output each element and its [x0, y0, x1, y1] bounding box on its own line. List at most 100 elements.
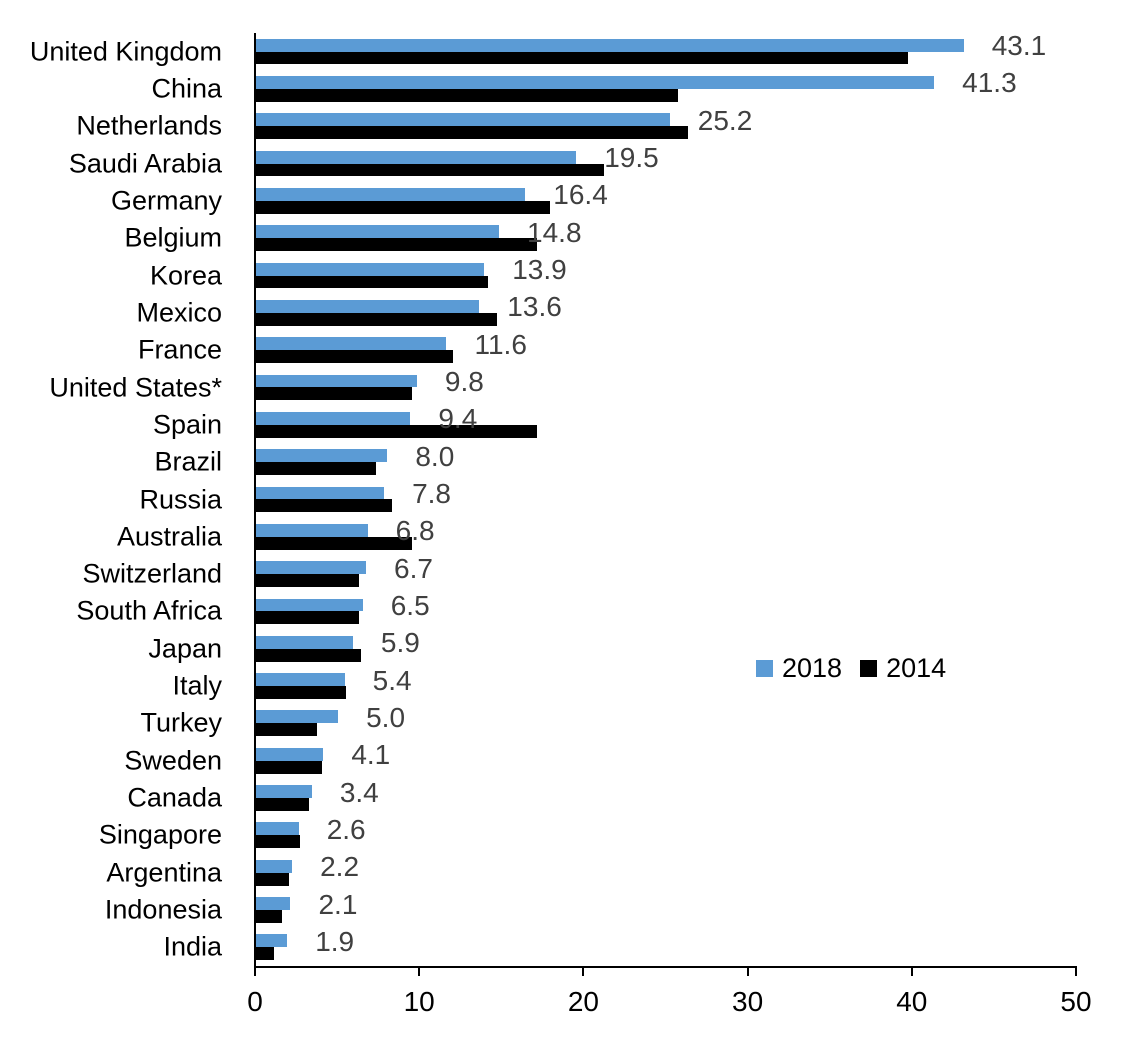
bar-2018-south-africa [256, 598, 363, 612]
data-label-united-states: 9.8 [444, 366, 484, 398]
x-tick-label-10: 10 [403, 986, 435, 1017]
bar-2018-sweden [256, 747, 324, 761]
bar-2018-russia [256, 486, 385, 500]
category-label-japan: Japan [148, 633, 222, 664]
bar-2018-germany [256, 187, 526, 201]
data-label-spain: 9.4 [438, 403, 478, 435]
bar-2014-germany [256, 200, 550, 214]
data-label-mexico: 13.6 [507, 291, 562, 323]
bar-2014-india [256, 947, 275, 961]
bar-2018-netherlands [256, 113, 670, 127]
category-label-mexico: Mexico [136, 297, 222, 328]
category-label-italy: Italy [172, 670, 222, 701]
bar-2014-mexico [256, 312, 498, 326]
category-label-russia: Russia [139, 484, 222, 514]
category-label-indonesia: Indonesia [104, 894, 222, 925]
data-label-switzerland: 6.7 [394, 552, 433, 584]
bar-2014-south-africa [256, 611, 360, 625]
data-label-korea: 13.9 [512, 254, 567, 286]
bar-2018-saudi-arabia [256, 150, 577, 164]
bar-2014-australia [256, 536, 412, 550]
x-tick-mark-20 [582, 968, 585, 976]
bar-2018-united-states [256, 374, 417, 388]
bar-2014-netherlands [256, 126, 688, 140]
data-label-united-kingdom: 43.1 [991, 30, 1047, 62]
x-tick-mark-30 [746, 968, 749, 976]
bar-2018-spain [256, 411, 411, 425]
plot-area [254, 33, 1077, 968]
category-label-singapore: Singapore [98, 819, 222, 850]
bar-2018-indonesia [256, 897, 291, 910]
bar-2018-switzerland [256, 561, 366, 575]
x-tick-label-20: 20 [567, 986, 599, 1017]
data-label-india: 1.9 [315, 925, 355, 957]
legend-item-2014: 2014 [860, 655, 946, 682]
bar-2018-india [256, 934, 288, 948]
category-label-brazil: Brazil [154, 446, 222, 477]
bar-2014-france [256, 350, 454, 364]
bar-2018-argentina [256, 859, 293, 873]
category-label-united-kingdom: United Kingdom [29, 36, 222, 67]
x-tick-mark-0 [254, 968, 256, 976]
bar-2014-indonesia [256, 909, 283, 923]
x-tick-label-50: 50 [1060, 986, 1092, 1017]
category-label-netherlands: Netherlands [76, 110, 222, 141]
data-label-belgium: 14.8 [527, 216, 582, 248]
category-label-germany: Germany [110, 185, 222, 216]
category-label-argentina: Argentina [106, 857, 222, 888]
legend-swatch-2018 [756, 660, 773, 677]
bar-2018-italy [256, 673, 345, 687]
category-label-sweden: Sweden [124, 745, 222, 776]
data-label-argentina: 2.2 [320, 851, 360, 883]
x-tick-label-30: 30 [732, 986, 764, 1017]
category-label-united-states: United States* [49, 372, 222, 403]
category-label-turkey: Turkey [140, 707, 222, 738]
bar-2014-switzerland [256, 574, 360, 587]
bar-2018-brazil [256, 449, 388, 463]
category-label-korea: Korea [149, 260, 222, 291]
data-label-russia: 7.8 [412, 477, 451, 509]
data-label-canada: 3.4 [339, 776, 379, 808]
x-tick-mark-40 [910, 968, 913, 976]
bar-2014-saudi-arabia [256, 163, 605, 177]
x-tick-mark-50 [1075, 968, 1077, 976]
bar-2014-turkey [256, 723, 317, 737]
data-label-saudi-arabia: 19.5 [604, 142, 659, 174]
data-label-china: 41.3 [962, 67, 1017, 99]
bar-2018-belgium [256, 225, 500, 239]
bar-2014-united-states [256, 387, 412, 401]
bar-2014-japan [256, 648, 362, 662]
category-label-spain: Spain [152, 409, 222, 440]
x-tick-mark-10 [418, 968, 421, 976]
data-label-netherlands: 25.2 [697, 104, 753, 136]
data-label-south-africa: 6.5 [390, 589, 430, 621]
category-label-switzerland: Switzerland [82, 558, 222, 589]
data-label-australia: 6.8 [395, 515, 435, 547]
category-label-china: China [151, 73, 222, 104]
category-label-india: India [163, 931, 222, 962]
legend-label-2014: 2014 [886, 653, 947, 683]
bar-2018-canada [256, 785, 312, 798]
bar-2014-belgium [256, 238, 537, 252]
bar-2014-korea [256, 275, 488, 289]
bar-2018-united-kingdom [256, 38, 964, 52]
data-label-germany: 16.4 [553, 179, 608, 211]
bar-2014-russia [256, 499, 393, 513]
bar-2014-italy [256, 686, 347, 699]
category-label-australia: Australia [116, 521, 222, 552]
legend: 2018 2014 [756, 655, 946, 682]
bar-2014-canada [256, 798, 309, 811]
bar-2014-singapore [256, 835, 301, 849]
bar-2018-japan [256, 635, 353, 649]
data-label-japan: 5.9 [380, 627, 420, 659]
data-label-singapore: 2.6 [326, 813, 366, 845]
category-label-canada: Canada [127, 782, 222, 813]
data-label-indonesia: 2.1 [318, 888, 358, 920]
bar-2018-singapore [256, 822, 299, 836]
legend-label-2018: 2018 [782, 653, 843, 683]
bar-2018-australia [256, 523, 368, 537]
bar-2014-spain [256, 424, 537, 438]
bar-2018-china [256, 76, 935, 89]
x-tick-label-0: 0 [247, 986, 263, 1017]
